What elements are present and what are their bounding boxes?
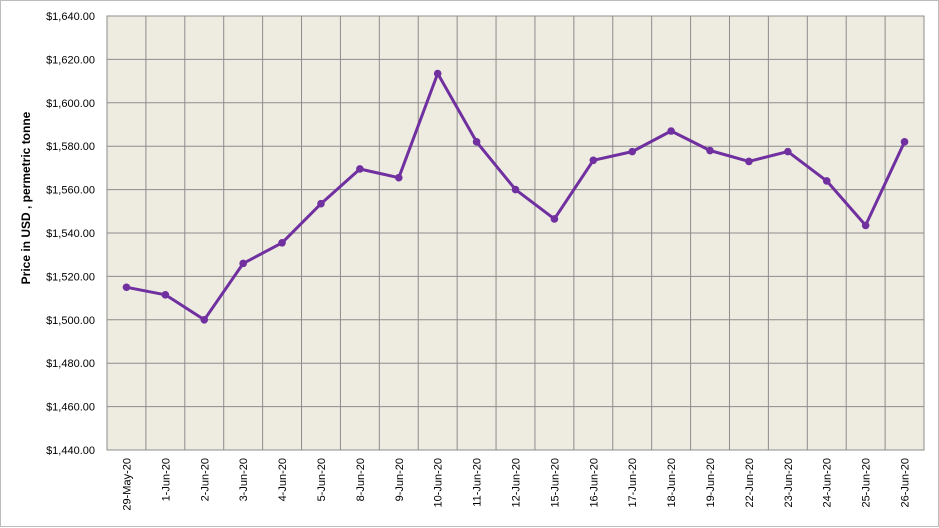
y-tick-label: $1,520.00 bbox=[46, 271, 95, 283]
data-point bbox=[356, 165, 364, 173]
data-point bbox=[200, 316, 209, 324]
data-point bbox=[122, 283, 131, 292]
y-axis-title: Price in USD , permetric tonne bbox=[19, 111, 33, 284]
x-tick-label: 11-Jun-20 bbox=[472, 458, 484, 507]
y-tick-label: $1,440.00 bbox=[46, 445, 95, 457]
data-point bbox=[667, 127, 675, 135]
y-tick-label: $1,500.00 bbox=[46, 315, 95, 327]
x-tick-label: 4-Jun-20 bbox=[277, 458, 289, 501]
x-tick-label: 29-May-20 bbox=[121, 458, 133, 511]
x-tick-label: 18-Jun-20 bbox=[666, 458, 678, 508]
data-point bbox=[861, 221, 870, 230]
y-tick-label: $1,620.00 bbox=[46, 54, 95, 66]
data-point bbox=[589, 156, 598, 165]
x-tick-label: 17-Jun-20 bbox=[627, 458, 639, 508]
x-tick-label: 19-Jun-20 bbox=[705, 458, 717, 508]
data-point bbox=[900, 138, 909, 146]
x-tick-label: 15-Jun-20 bbox=[549, 458, 561, 508]
data-point bbox=[706, 146, 714, 155]
gridlines bbox=[107, 15, 924, 451]
data-point bbox=[433, 69, 442, 78]
data-points bbox=[122, 69, 909, 324]
data-point bbox=[472, 138, 481, 146]
x-tick-label: 2-Jun-20 bbox=[199, 458, 211, 501]
y-tick-label: $1,560.00 bbox=[46, 185, 95, 197]
y-tick-label: $1,480.00 bbox=[46, 358, 95, 370]
x-tick-label: 23-Jun-20 bbox=[783, 458, 795, 508]
y-tick-label: $1,540.00 bbox=[46, 228, 95, 240]
x-tick-label: 25-Jun-20 bbox=[861, 458, 873, 508]
y-tick-label: $1,580.00 bbox=[46, 141, 95, 153]
x-tick-label: 9-Jun-20 bbox=[394, 458, 406, 501]
x-tick-label: 1-Jun-20 bbox=[160, 458, 172, 501]
y-axis-tick-labels: $1,440.00 $1,460.00 $1,480.00 $1,500.00 $1,5… bbox=[46, 11, 95, 457]
data-point bbox=[317, 199, 325, 208]
data-point bbox=[628, 147, 637, 156]
data-point bbox=[511, 185, 520, 194]
y-tick-label: $1,460.00 bbox=[46, 402, 95, 414]
data-point bbox=[278, 238, 286, 247]
x-tick-label: 5-Jun-20 bbox=[316, 458, 328, 501]
x-tick-label: 8-Jun-20 bbox=[355, 458, 367, 501]
x-tick-label: 24-Jun-20 bbox=[822, 458, 834, 508]
x-tick-label: 10-Jun-20 bbox=[433, 458, 445, 508]
data-point bbox=[745, 157, 753, 166]
x-tick-label: 26-Jun-20 bbox=[900, 458, 912, 508]
x-tick-label: 12-Jun-20 bbox=[511, 458, 523, 508]
data-point bbox=[239, 259, 247, 268]
x-axis-tick-labels: 29-May-20 1-Jun-20 2-Jun-20 3-Jun-20 4-Jun-2… bbox=[121, 458, 911, 511]
data-point bbox=[784, 147, 792, 156]
data-point bbox=[161, 291, 170, 299]
data-point bbox=[550, 215, 559, 223]
x-tick-label: 16-Jun-20 bbox=[588, 458, 600, 508]
y-tick-label: $1,600.00 bbox=[46, 98, 95, 110]
x-tick-label: 22-Jun-20 bbox=[744, 458, 756, 508]
x-tick-label: 3-Jun-20 bbox=[238, 458, 250, 501]
data-point bbox=[822, 177, 831, 185]
y-tick-label: $1,640.00 bbox=[46, 11, 95, 23]
data-point bbox=[394, 173, 403, 182]
